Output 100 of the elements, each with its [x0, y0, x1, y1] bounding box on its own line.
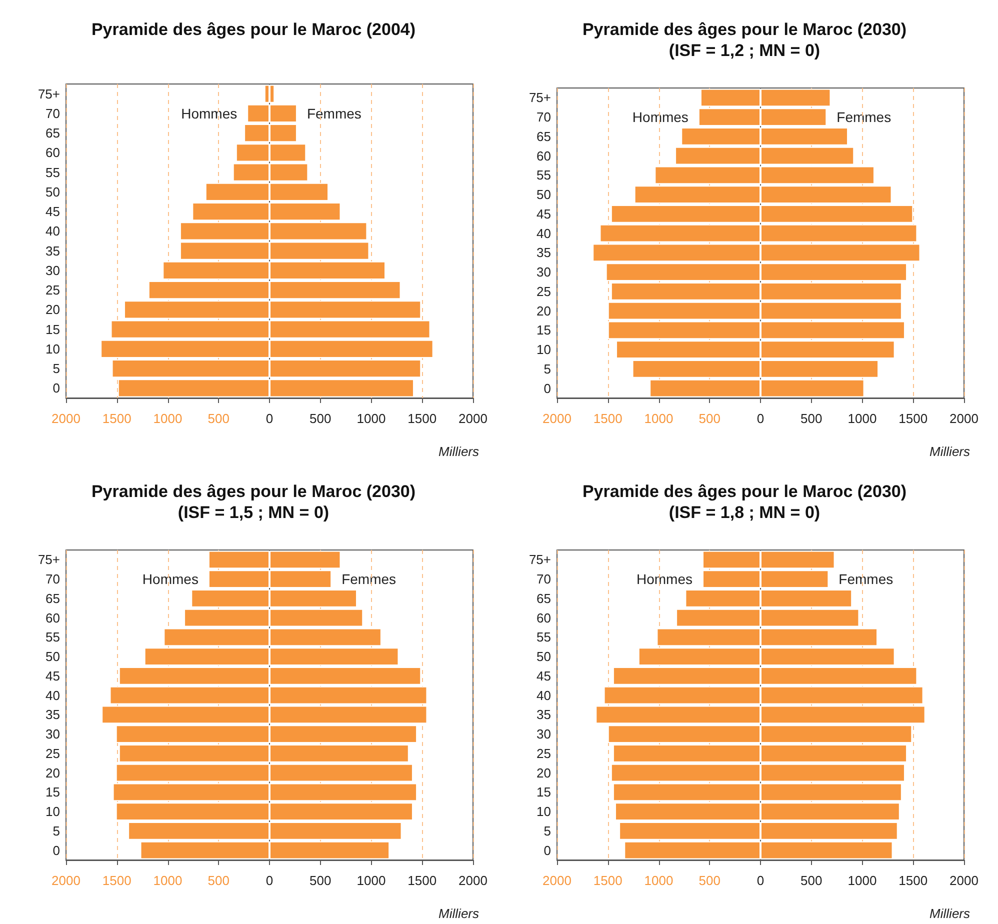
x-tick-label: 0: [756, 873, 764, 888]
series-label: Hommes: [181, 105, 238, 122]
x-tick-label: 1500: [408, 873, 437, 888]
x-tick-label: 500: [208, 873, 230, 888]
x-tick-label: 2000: [458, 873, 488, 888]
y-tick-label: 60: [536, 148, 551, 164]
y-tick-label: 5: [52, 361, 60, 376]
x-tick-label: 2000: [542, 873, 572, 888]
x-tick-label: 1500: [593, 411, 622, 426]
y-tick-label: 10: [46, 341, 60, 356]
y-tick-label: 0: [52, 842, 60, 858]
chart-subtitle: (ISF = 1,5 ; MN = 0): [178, 503, 330, 522]
y-tick-label: 35: [536, 707, 551, 722]
y-tick-label: 20: [536, 765, 551, 780]
y-tick-label: 50: [46, 184, 60, 200]
y-tick-label: 65: [46, 126, 60, 141]
x-axis-title: Milliers: [438, 906, 480, 921]
y-tick-label: 70: [46, 572, 60, 587]
y-tick-label: 40: [536, 688, 551, 703]
y-tick-label: 20: [536, 303, 551, 318]
y-tick-label: 60: [536, 610, 551, 626]
x-tick-label: 2000: [52, 873, 80, 888]
x-tick-label: 500: [310, 411, 332, 426]
x-axis-title: Milliers: [930, 444, 970, 459]
y-tick-label: 65: [46, 590, 60, 606]
x-tick-label: 2000: [458, 411, 488, 426]
y-tick-label: 5: [544, 361, 551, 376]
y-tick-label: 0: [52, 380, 60, 396]
y-tick-label: 0: [544, 380, 551, 396]
x-tick-label: 1000: [356, 411, 386, 426]
y-tick-label: 45: [536, 668, 551, 684]
x-tick-label: 1000: [356, 873, 386, 888]
x-tick-label: 1000: [153, 411, 182, 426]
y-tick-label: 70: [536, 110, 551, 125]
y-tick-label: 65: [536, 590, 551, 606]
y-tick-label: 25: [536, 284, 551, 299]
y-tick-label: 30: [46, 726, 60, 742]
y-tick-label: 25: [46, 746, 60, 761]
y-tick-label: 0: [544, 842, 551, 858]
x-tick-label: 0: [756, 411, 764, 426]
x-tick-label: 1500: [102, 411, 132, 426]
x-tick-label: 500: [208, 411, 230, 426]
y-tick-label: 10: [536, 804, 551, 820]
y-tick-label: 40: [46, 688, 60, 703]
y-tick-label: 45: [536, 206, 551, 222]
y-tick-label: 30: [46, 262, 60, 278]
x-tick-label: 2000: [52, 411, 80, 426]
chart-title: Pyramide des âges pour le Maroc (2030): [582, 20, 907, 39]
y-tick-label: 75+: [528, 552, 551, 568]
x-tick-label: 1000: [644, 873, 674, 888]
series-label: Femmes: [836, 109, 892, 126]
x-tick-label: 2000: [950, 411, 978, 426]
x-axis-title: Milliers: [438, 444, 480, 459]
series-label: Hommes: [636, 571, 693, 588]
series-label: Femmes: [306, 105, 362, 122]
y-tick-label: 15: [46, 784, 60, 800]
y-tick-label: 5: [52, 823, 60, 838]
x-tick-label: 1500: [408, 411, 437, 426]
y-tick-label: 70: [536, 572, 551, 587]
y-tick-label: 15: [46, 322, 60, 337]
chart-subtitle: (ISF = 1,8 ; MN = 0): [668, 503, 820, 522]
y-tick-label: 50: [536, 649, 551, 664]
y-tick-label: 35: [46, 707, 60, 722]
y-tick-label: 10: [46, 804, 60, 820]
y-tick-label: 55: [46, 164, 60, 180]
chart-title: Pyramide des âges pour le Maroc (2004): [91, 20, 416, 39]
series-label: Femmes: [838, 571, 894, 588]
series-label: Hommes: [632, 109, 688, 126]
x-tick-label: 1500: [898, 411, 928, 426]
x-tick-label: 500: [310, 873, 332, 888]
y-tick-label: 55: [536, 168, 551, 183]
chart-title: Pyramide des âges pour le Maroc (2030): [582, 482, 907, 501]
y-tick-label: 35: [46, 243, 60, 258]
y-tick-label: 45: [46, 204, 60, 220]
series-label: Femmes: [342, 571, 396, 588]
y-tick-label: 55: [536, 630, 551, 645]
y-tick-label: 35: [536, 245, 551, 260]
y-tick-label: 65: [536, 128, 551, 144]
x-tick-label: 1000: [848, 411, 877, 426]
y-tick-label: 5: [544, 823, 551, 838]
chart-title: Pyramide des âges pour le Maroc (2030): [91, 482, 416, 501]
y-tick-label: 15: [536, 322, 551, 338]
y-tick-label: 10: [536, 342, 551, 358]
x-tick-label: 1000: [644, 411, 674, 426]
y-tick-label: 75+: [38, 552, 60, 568]
y-tick-label: 25: [536, 746, 551, 761]
x-tick-label: 0: [266, 873, 274, 888]
x-tick-label: 1500: [898, 873, 928, 888]
y-tick-label: 75+: [528, 90, 551, 106]
x-tick-label: 500: [698, 873, 720, 888]
x-tick-label: 1500: [593, 873, 622, 888]
x-tick-label: 500: [698, 411, 720, 426]
x-tick-label: 2000: [950, 873, 978, 888]
y-tick-label: 40: [536, 226, 551, 241]
y-tick-label: 25: [46, 282, 60, 298]
y-tick-label: 20: [46, 765, 60, 780]
y-tick-label: 45: [46, 668, 60, 684]
y-tick-label: 60: [46, 145, 60, 160]
y-tick-label: 60: [46, 610, 60, 626]
x-tick-label: 500: [800, 411, 822, 426]
